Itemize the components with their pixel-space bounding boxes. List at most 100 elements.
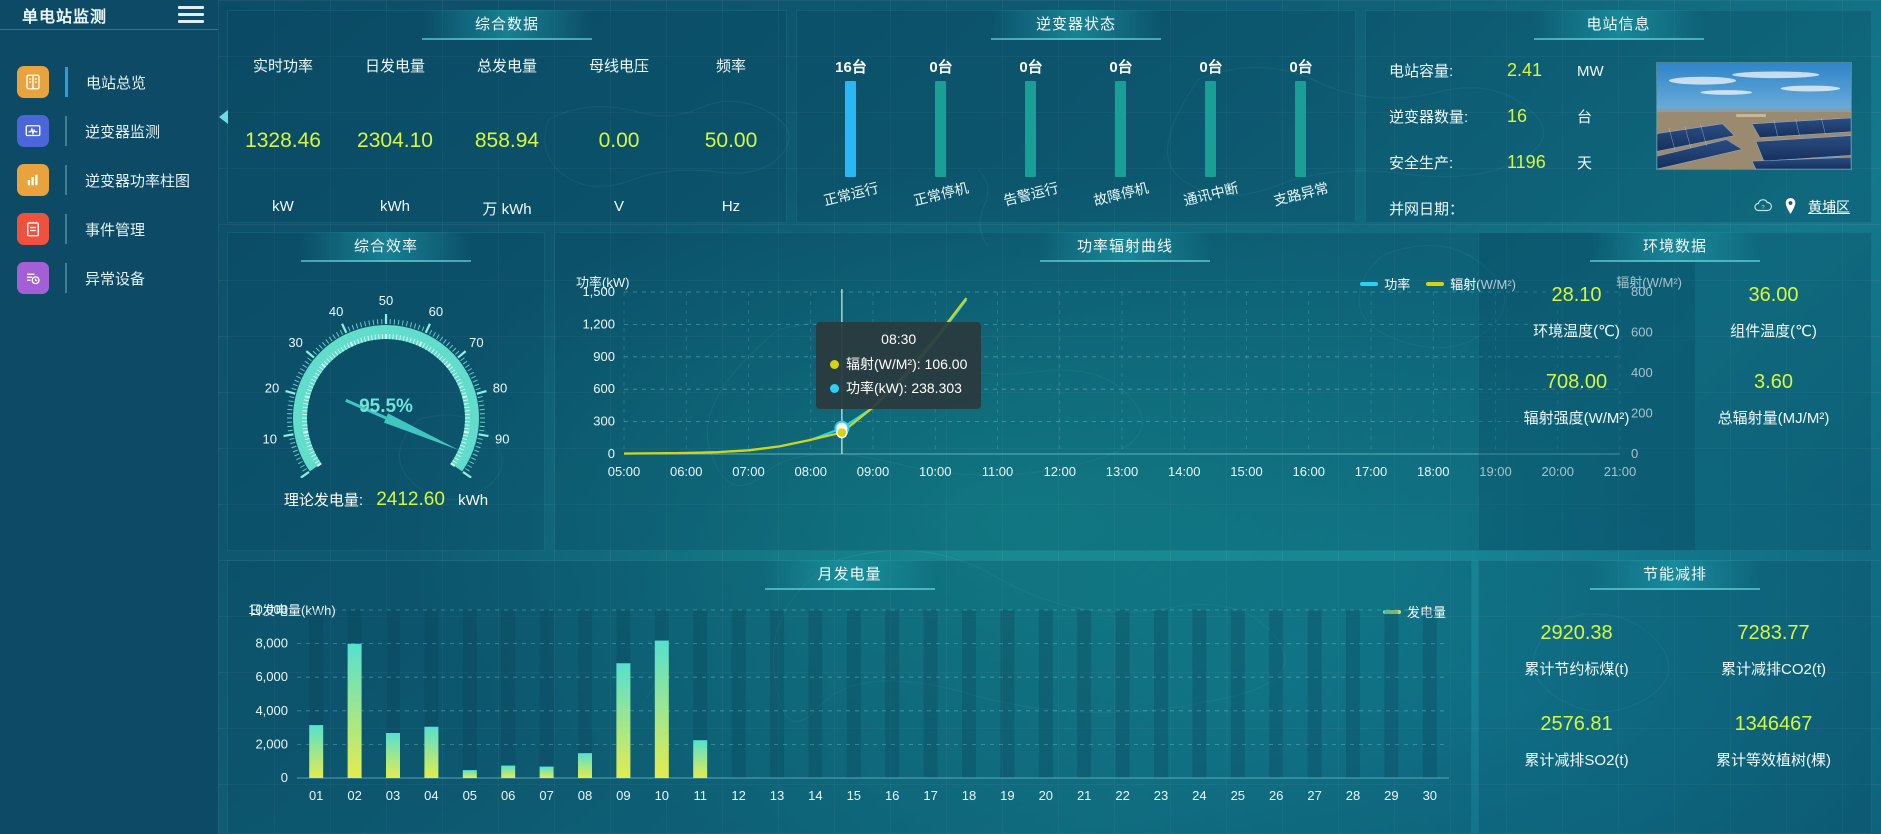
- gauge-inner-tick: [441, 358, 446, 363]
- gauge-tick: [341, 323, 348, 334]
- kpi-unit: Hz: [721, 198, 741, 215]
- inverter-status-bar[interactable]: 16台 正常运行: [806, 56, 896, 216]
- gauge-inner-tick: [303, 430, 309, 434]
- gauge-inner-tick: [463, 434, 469, 437]
- inverter-status-bar[interactable]: 0台 告警运行: [986, 56, 1076, 216]
- gauge-tick: [300, 368, 305, 372]
- nav-divider: [65, 116, 67, 146]
- gauge-inner-tick: [463, 399, 469, 402]
- panel-title: 综合效率: [301, 232, 471, 262]
- gauge-tick: [289, 396, 295, 399]
- gauge-tick: [307, 357, 312, 362]
- bar-background: [1384, 610, 1399, 778]
- gauge-inner-tick: [436, 353, 441, 358]
- saving-label: 累计等效植树(棵): [1716, 752, 1831, 769]
- sidebar-item-inverter-power-bar[interactable]: 逆变器功率柱图: [0, 156, 218, 204]
- gauge-tick: [332, 334, 336, 339]
- x-tick-label: 16: [885, 788, 899, 803]
- x-tick-label: 06:00: [670, 464, 703, 479]
- y-tick-label: 1,500: [582, 284, 615, 299]
- bar[interactable]: [386, 732, 400, 778]
- gauge-tick: [283, 433, 294, 438]
- bar[interactable]: [501, 765, 516, 778]
- station-capacity-row: 电站容量: 2.41 MW: [1389, 60, 1659, 106]
- kpi-label: 频率: [715, 58, 746, 75]
- location-name[interactable]: 黄埔区: [1808, 199, 1850, 215]
- energy-saving-panel: 节能减排 2920.38 累计节约标煤(t) 7283.77 累计减排CO2(t…: [1478, 560, 1872, 834]
- sidebar-item-inverter-monitor[interactable]: 逆变器监测: [0, 107, 218, 155]
- gauge-inner-tick: [313, 375, 318, 379]
- bar[interactable]: [424, 726, 439, 778]
- hamburger-icon[interactable]: [178, 6, 204, 23]
- inverter-status-bar[interactable]: 0台 通讯中断: [1166, 56, 1256, 216]
- saving-label: 累计减排SO2(t): [1524, 752, 1629, 769]
- inverter-status-label: 支路异常: [1271, 179, 1331, 209]
- gauge-inner-tick: [402, 335, 405, 341]
- bar[interactable]: [462, 770, 477, 778]
- bar-background: [1230, 610, 1245, 778]
- gauge-tick: [304, 360, 310, 365]
- environment-panel: 环境数据 28.10 环境温度(℃) 36.00 组件温度(℃) 708.00 …: [1478, 232, 1872, 551]
- kpi-unit: kW: [272, 198, 294, 215]
- gauge-inner-tick: [349, 341, 354, 347]
- y2-tick-label: 0: [1631, 446, 1638, 461]
- efficiency-gauge: 0102030405060708090100 95.5%: [227, 268, 545, 478]
- x-tick-label: 18:00: [1417, 464, 1450, 479]
- gauge-tick: [292, 383, 298, 387]
- line-chart-canvas[interactable]: 0 300 600 900 1,200 1,500 0 200 400 600 800 05:00 06…: [554, 232, 1696, 551]
- bar-background: [501, 610, 516, 778]
- sidebar-item-overview[interactable]: 电站总览: [0, 58, 218, 106]
- inverter-status-bar-fill: [1025, 81, 1036, 177]
- chart-legend[interactable]: 发电量: [1382, 602, 1446, 621]
- sidebar-item-abnormal-device[interactable]: 异常设备: [0, 254, 218, 302]
- bar[interactable]: [693, 740, 708, 778]
- gauge-inner-tick: [415, 340, 419, 346]
- gauge-tick: [296, 375, 302, 379]
- tooltip-row-radiation: 辐射(W/M²): 106.00: [830, 354, 967, 374]
- gauge-tick: [417, 324, 421, 330]
- bar[interactable]: [578, 753, 592, 778]
- x-tick-label: 13:00: [1106, 464, 1139, 479]
- bar[interactable]: [347, 643, 362, 778]
- inverter-status-bar-fill: [1205, 81, 1216, 177]
- x-tick-label: 30: [1423, 788, 1437, 803]
- bar-background: [1192, 610, 1207, 778]
- x-tick-label: 12: [731, 788, 745, 803]
- gauge-inner-tick: [309, 382, 315, 386]
- inverter-status-bar[interactable]: 0台 故障停机: [1076, 56, 1166, 216]
- bar[interactable]: [309, 725, 324, 778]
- y-tick-label: 4,000: [255, 703, 288, 718]
- y-tick-label: 0: [608, 446, 615, 461]
- kpi-unit: V: [613, 198, 624, 215]
- row-label: 电站容量:: [1389, 63, 1454, 80]
- sidebar-item-event-management[interactable]: 事件管理: [0, 205, 218, 253]
- collapse-left-arrow[interactable]: [219, 109, 228, 124]
- gauge-inner-tick: [308, 447, 314, 451]
- bar[interactable]: [654, 640, 669, 778]
- inverter-status-count: 0台: [1289, 59, 1313, 76]
- saving-label: 累计减排CO2(t): [1720, 661, 1826, 678]
- gauge-tick: [477, 396, 483, 399]
- chart-legend[interactable]: 功率 辐射(W/M²): [1360, 274, 1516, 293]
- bar-chart-canvas[interactable]: 0 2,000 4,000 6,000 8,000 10,000 01 02 03 04 05 06 0…: [227, 560, 1472, 834]
- inverter-status-count: 0台: [1019, 59, 1043, 76]
- inverter-status-bar[interactable]: 0台支路异常: [1256, 56, 1346, 216]
- inverter-status-label: 正常运行: [821, 179, 881, 209]
- gauge-tick: [465, 468, 470, 472]
- bar[interactable]: [616, 663, 631, 778]
- gauge-inner-tick: [304, 395, 310, 399]
- x-tick-label: 20: [1039, 788, 1053, 803]
- inverter-status-bar[interactable]: 0台 正常停机: [896, 56, 986, 216]
- gauge-inner-tick: [461, 392, 467, 395]
- bar[interactable]: [539, 766, 554, 778]
- bar-background: [770, 610, 784, 778]
- bar-background: [962, 610, 976, 778]
- inverter-status-bar-fill: [1115, 81, 1126, 177]
- gauge-tick: [470, 457, 476, 461]
- y-tick-label: 8,000: [255, 636, 288, 651]
- row-label: 逆变器数量:: [1389, 109, 1469, 126]
- row-unit: MW: [1577, 63, 1604, 80]
- bar-background: [1422, 610, 1437, 778]
- nav-divider: [65, 214, 67, 244]
- gauge-inner-tick: [334, 351, 339, 356]
